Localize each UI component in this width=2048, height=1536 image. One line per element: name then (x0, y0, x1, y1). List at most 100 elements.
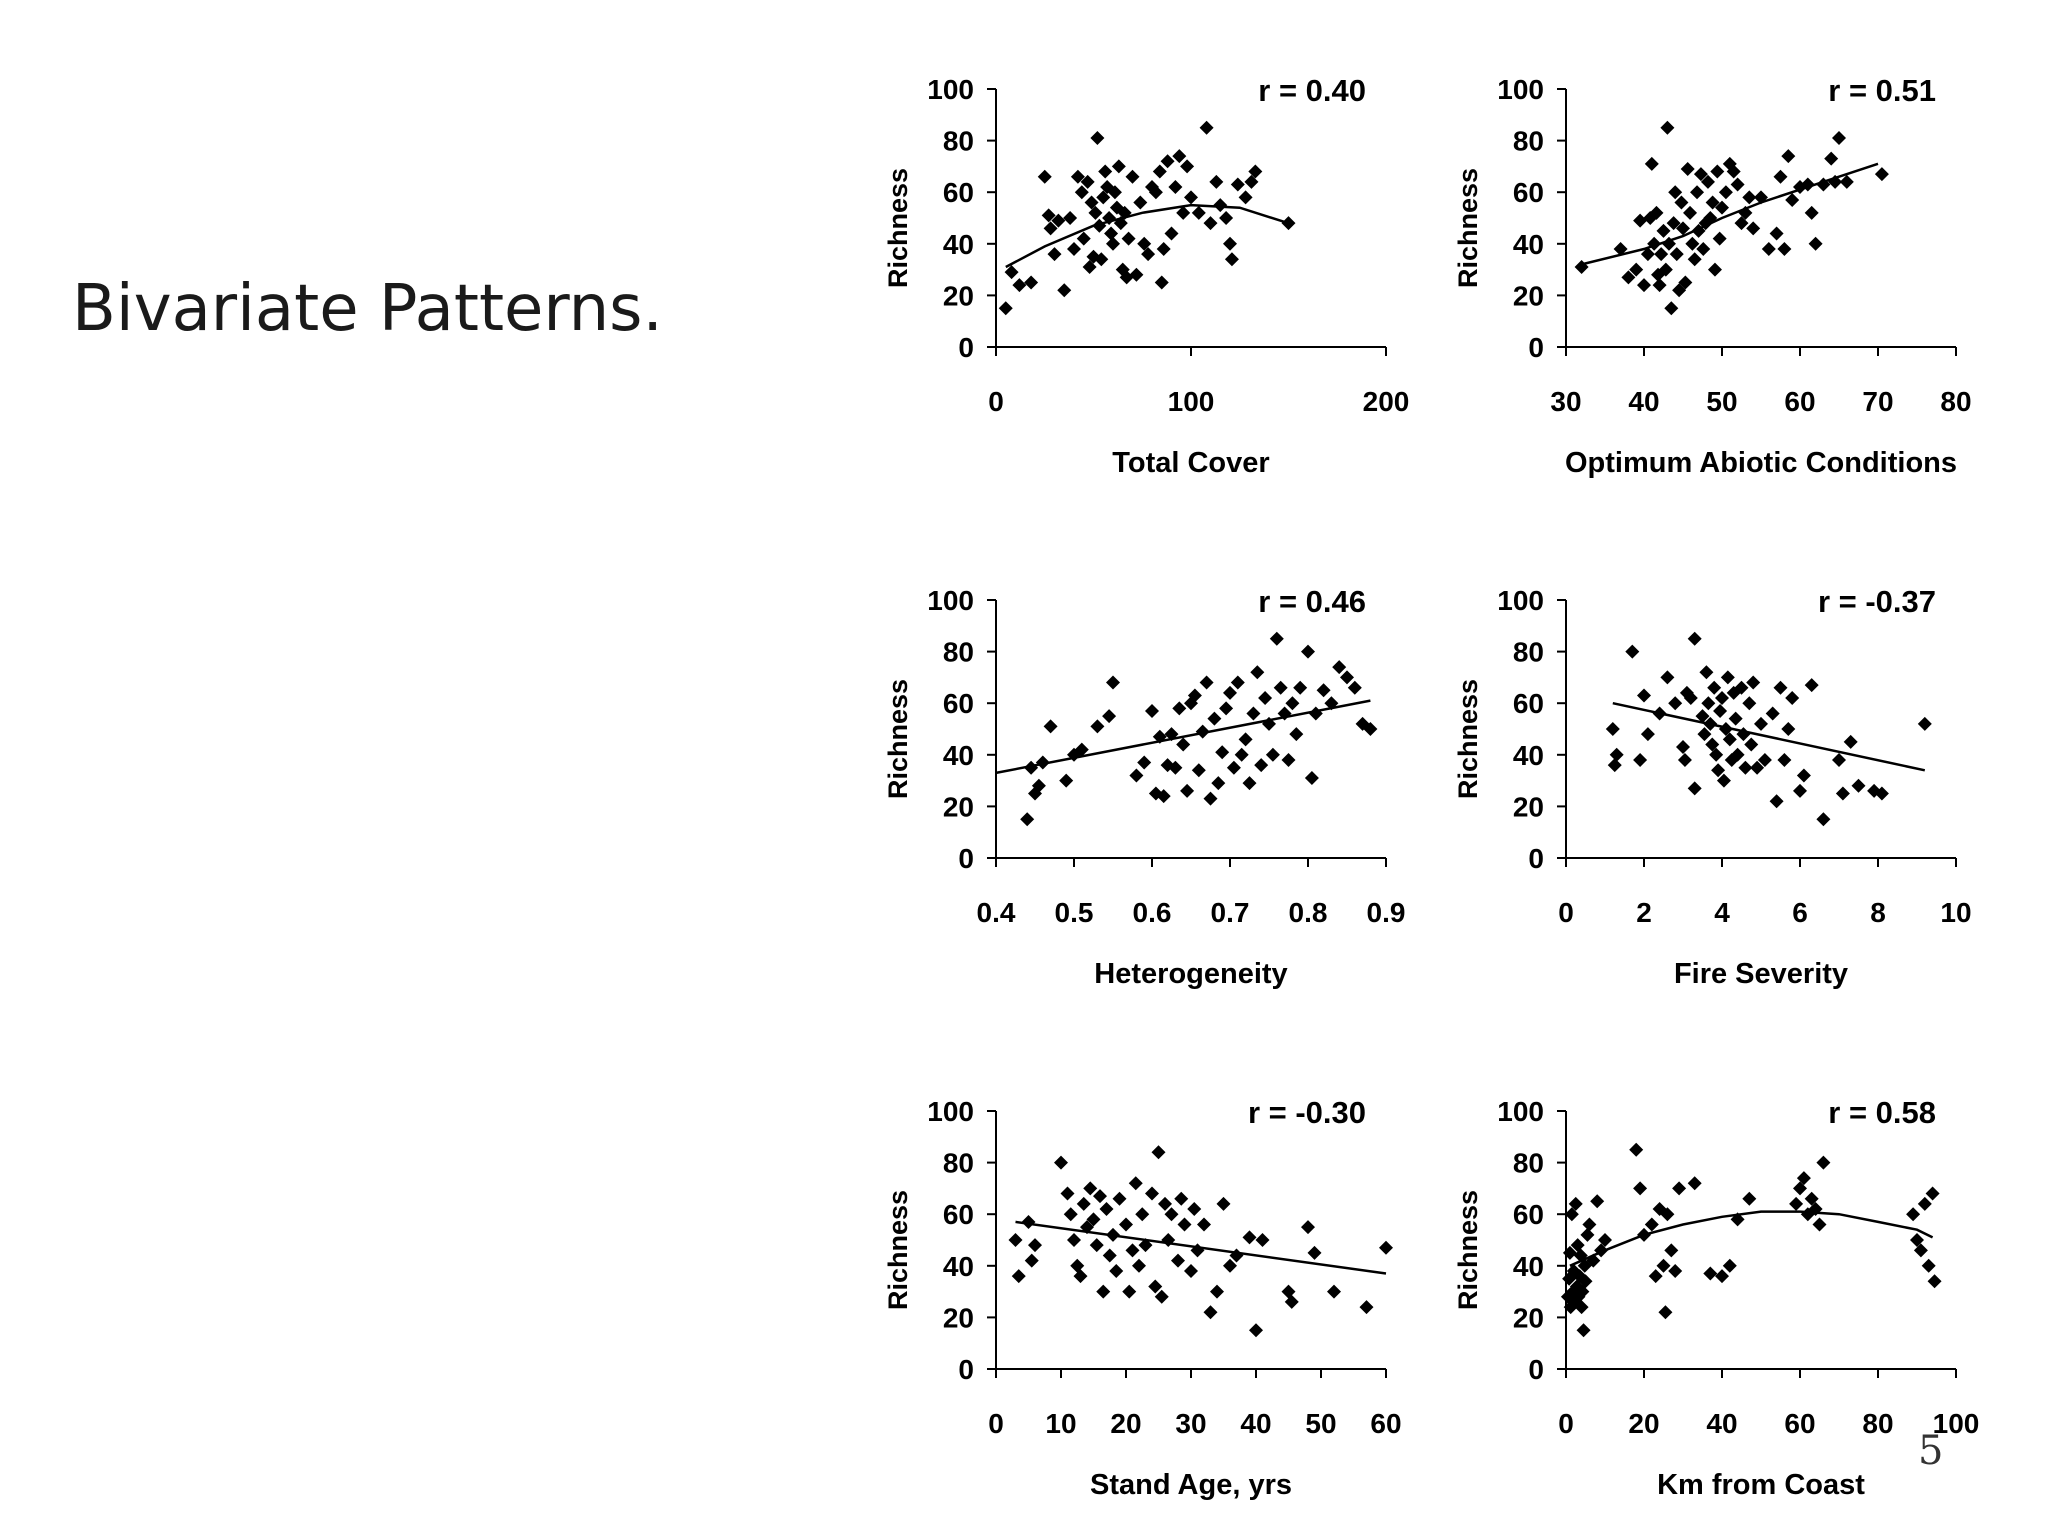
x-tick-label: 0 (988, 386, 1004, 417)
x-tick-label: 50 (1305, 1408, 1336, 1439)
data-point (1874, 786, 1889, 801)
data-point (1648, 1269, 1663, 1284)
data-point (1676, 740, 1690, 755)
data-point (1808, 236, 1823, 251)
data-point (1765, 706, 1780, 721)
data-point (1057, 283, 1072, 298)
data-point (1152, 164, 1167, 179)
data-point (1808, 1202, 1823, 1217)
data-point (1773, 169, 1788, 184)
data-point (1640, 727, 1655, 742)
y-tick-label: 80 (943, 126, 974, 157)
data-point (1629, 262, 1644, 277)
data-point (1168, 180, 1183, 195)
data-point (1696, 241, 1711, 256)
data-point (1730, 177, 1745, 192)
data-point (1669, 247, 1684, 262)
x-tick-label: 6 (1792, 897, 1808, 928)
x-tick-label: 0.7 (1211, 897, 1250, 928)
data-point (1195, 724, 1210, 739)
data-point (1340, 670, 1354, 685)
data-point (1211, 776, 1226, 791)
data-point (1575, 1284, 1590, 1299)
data-point (1793, 783, 1807, 798)
data-point (1172, 149, 1187, 164)
data-point (1621, 270, 1636, 285)
x-axis-title: Optimum Abiotic Conditions (1565, 447, 1957, 479)
data-point (1644, 156, 1659, 171)
data-point (1722, 1258, 1737, 1273)
data-point (1152, 729, 1167, 744)
data-point (1927, 1274, 1942, 1289)
y-tick-label: 20 (943, 791, 974, 822)
data-point (1265, 747, 1280, 762)
y-axis-title: Richness (883, 1190, 913, 1310)
y-tick-label: 60 (1513, 1199, 1544, 1230)
data-point (1707, 680, 1722, 695)
data-point (1687, 781, 1702, 796)
data-point (1132, 1258, 1146, 1273)
data-point (1697, 727, 1712, 742)
x-tick-label: 10 (1045, 1408, 1076, 1439)
data-point (1703, 1266, 1718, 1281)
data-point (1076, 231, 1091, 246)
data-point (1119, 270, 1134, 285)
x-tick-label: 0.6 (1133, 897, 1172, 928)
data-point (1164, 1207, 1179, 1222)
x-tick-label: 100 (1933, 1408, 1980, 1439)
data-point (1744, 737, 1759, 752)
data-point (1715, 200, 1729, 215)
data-point (1715, 1269, 1729, 1284)
data-point (1644, 1217, 1659, 1232)
x-tick-label: 40 (1240, 1408, 1271, 1439)
data-point (1742, 1191, 1757, 1206)
correlation-annotation: r = 0.46 (1258, 584, 1366, 619)
data-point (1716, 773, 1731, 788)
y-tick-label: 100 (1497, 74, 1544, 105)
data-point (1111, 159, 1126, 174)
data-point (1658, 262, 1673, 277)
data-point (1293, 680, 1308, 695)
data-point (1332, 660, 1347, 675)
data-point (1063, 211, 1078, 225)
data-point (1037, 169, 1052, 184)
data-point (1709, 747, 1724, 762)
x-tick-label: 30 (1550, 386, 1581, 417)
data-point (1106, 236, 1120, 251)
data-point (1180, 159, 1195, 174)
data-point (1197, 1217, 1211, 1232)
y-tick-label: 20 (943, 280, 974, 311)
data-point (1676, 221, 1690, 236)
data-point (1734, 216, 1749, 231)
data-point (1158, 1196, 1172, 1211)
data-point (1582, 1217, 1597, 1232)
data-point (1083, 1181, 1098, 1196)
data-point (1633, 752, 1648, 767)
x-tick-label: 0.8 (1289, 897, 1328, 928)
data-point (1742, 696, 1757, 711)
data-point (1043, 221, 1058, 236)
data-point (1281, 1284, 1296, 1299)
x-tick-label: 40 (1628, 386, 1659, 417)
data-point (1629, 1142, 1644, 1157)
y-tick-label: 0 (1528, 1354, 1544, 1385)
data-point (1024, 760, 1039, 775)
data-point (1180, 783, 1195, 798)
data-point (1074, 742, 1089, 757)
data-point (1102, 211, 1117, 225)
data-point (1304, 771, 1319, 786)
data-point (1687, 252, 1702, 267)
data-point (1102, 1248, 1117, 1263)
data-point (1074, 185, 1089, 200)
data-point (1683, 205, 1698, 220)
data-point (1106, 1227, 1120, 1242)
data-point (1249, 1323, 1263, 1338)
x-tick-label: 100 (1168, 386, 1215, 417)
data-point (1647, 236, 1662, 251)
data-point (1773, 680, 1788, 695)
data-point (1678, 275, 1693, 290)
data-point (1090, 719, 1105, 734)
data-point (1133, 195, 1148, 210)
data-point (1067, 241, 1081, 256)
data-point (1125, 169, 1140, 184)
